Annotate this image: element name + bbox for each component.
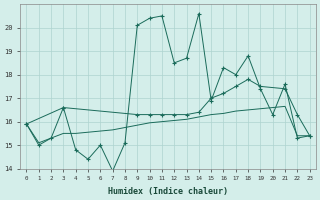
X-axis label: Humidex (Indice chaleur): Humidex (Indice chaleur) xyxy=(108,187,228,196)
